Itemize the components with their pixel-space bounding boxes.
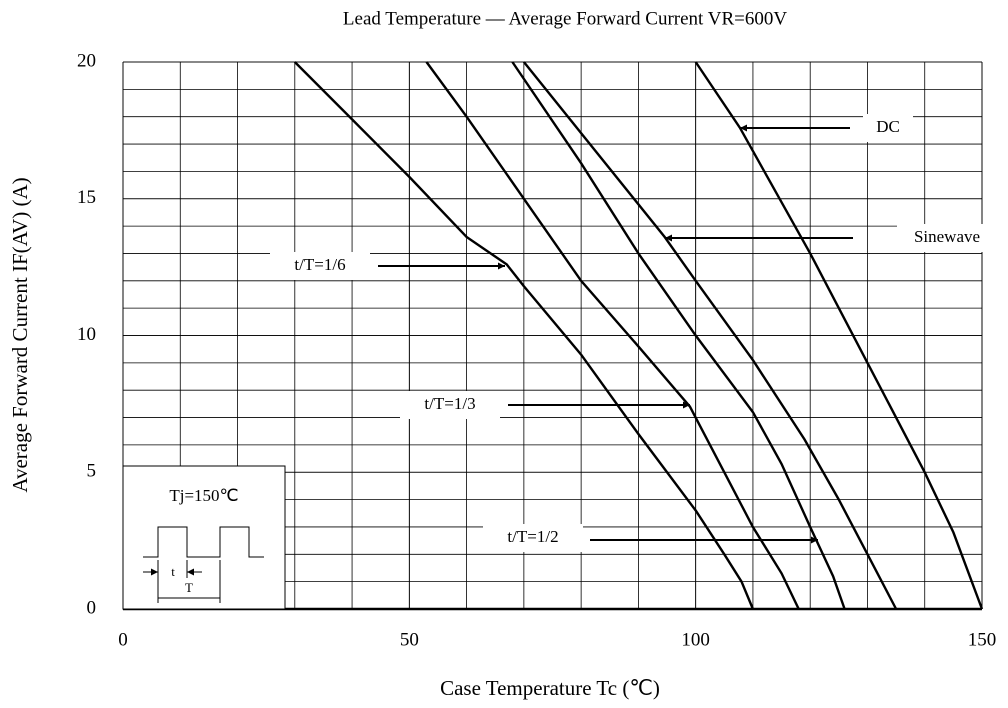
series-line [293, 61, 755, 610]
label-bg [863, 114, 913, 142]
inset-T: T [185, 580, 193, 595]
x-tick-label: 50 [400, 629, 419, 650]
inset-t: t [171, 564, 175, 579]
series-label: t/T=1/6 [294, 255, 345, 274]
y-tick-label: 10 [77, 324, 96, 345]
chart-title: Lead Temperature — Average Forward Curre… [343, 8, 787, 29]
x-axis-label: Case Temperature Tc (℃) [440, 676, 660, 700]
series-line [511, 61, 846, 610]
x-tick-label: 150 [968, 629, 997, 650]
inset: Tj=150℃ t T [122, 465, 286, 610]
inset-box [122, 465, 286, 610]
x-tick-label: 100 [681, 629, 710, 650]
y-tick-label: 20 [77, 50, 96, 71]
series-label: DC [876, 117, 900, 136]
series-line [522, 61, 898, 610]
x-tick-label: 0 [118, 629, 128, 650]
series-label: t/T=1/3 [424, 394, 475, 413]
series-line [425, 61, 800, 610]
label-bg [270, 252, 370, 280]
lines [293, 61, 984, 610]
series-label: t/T=1/2 [507, 527, 558, 546]
y-tick-label: 5 [87, 461, 97, 482]
label-bg [400, 391, 500, 419]
series-label: Sinewave [914, 227, 980, 246]
label-bg [897, 224, 997, 252]
y-tick-label: 15 [77, 187, 96, 208]
label-bg [483, 524, 583, 552]
series-line [694, 61, 984, 610]
y-tick-label: 0 [87, 597, 97, 618]
inset-condition: Tj=150℃ [169, 486, 238, 505]
pulse-wave [143, 526, 264, 558]
y-axis-label: Average Forward Current IF(AV) (A) [8, 177, 32, 492]
